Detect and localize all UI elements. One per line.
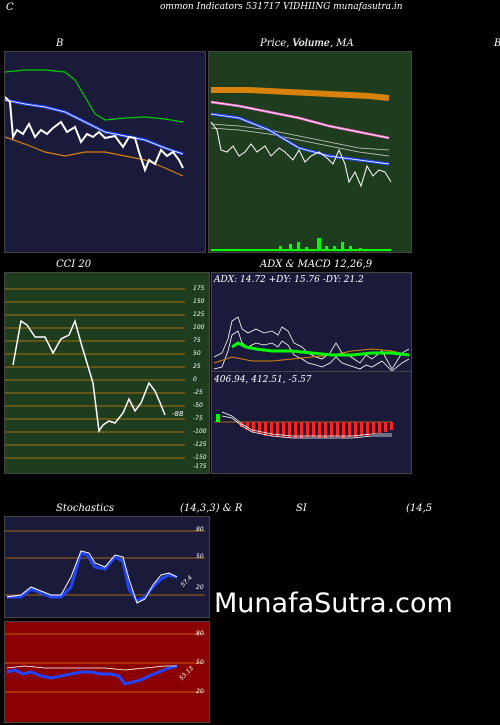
stochastics-label: Stochastics	[56, 503, 114, 514]
cci-current-value: -88	[172, 410, 184, 418]
stoch-d-line	[7, 551, 178, 603]
stochastics-svg	[5, 530, 205, 604]
page-title: ommon Indicators 531717 VIDHIING munafas…	[160, 2, 403, 12]
macd-chart	[211, 371, 412, 474]
rsi-tick-50: 50	[196, 659, 204, 666]
macd-signal-line	[221, 415, 392, 439]
adx-green-line	[231, 341, 410, 357]
minus-di-line	[213, 330, 410, 371]
macd-histogram	[240, 422, 393, 438]
cci-tick-minus25: -25	[193, 389, 203, 396]
rsi-svg	[5, 633, 205, 693]
cci-tick-125: 125	[193, 311, 205, 318]
macd-svg	[214, 411, 393, 439]
ma-blue	[210, 112, 390, 166]
bollinger-chart	[4, 51, 206, 253]
adx-values: ADX: 14.72 +DY: 15.76 -DY: 21.2	[214, 275, 364, 285]
price-svg	[210, 87, 392, 251]
ma-white-1	[210, 123, 390, 151]
cci-tick-25: 25	[193, 363, 201, 370]
macd-green-marker	[216, 414, 220, 422]
watermark: MunafaSutra.com	[214, 588, 453, 619]
ma-pink-inner	[210, 101, 390, 139]
cci-tick-0: 0	[193, 376, 197, 383]
adx-chart	[211, 272, 412, 372]
price-line	[210, 121, 392, 188]
cci-chart	[4, 272, 210, 474]
adx-svg	[213, 316, 410, 371]
rsi-tick-20: 20	[196, 688, 204, 695]
cci-svg	[5, 288, 185, 459]
bollinger-label: B	[56, 38, 64, 49]
header-c-label: C	[6, 2, 14, 13]
right-b-label: B	[494, 38, 500, 49]
ma-white-2	[210, 127, 390, 157]
cci-tick-minus125: -125	[193, 441, 207, 448]
macd-values: 406.94, 412.51, -5.57	[214, 375, 312, 385]
rsi-label: SI	[296, 503, 307, 514]
price-volume-ma-label: Price, Volume, MA	[260, 38, 354, 49]
price-volume-ma-chart	[208, 51, 412, 253]
ma-long-orange	[211, 87, 390, 101]
bollinger-svg	[5, 69, 184, 177]
stoch-tick-20: 20	[196, 584, 204, 591]
cci-tick-minus175: -175	[193, 463, 207, 470]
macd-line	[221, 411, 392, 437]
rsi-tick-80: 80	[196, 630, 204, 637]
plus-di-line	[213, 316, 410, 370]
rsi-params: (14,5	[406, 503, 433, 514]
stochastics-chart	[4, 516, 210, 618]
volume-overlay-label: Volume	[292, 38, 330, 49]
bollinger-middle-band	[5, 98, 184, 156]
cci-tick-150: 150	[193, 298, 205, 305]
stoch-tick-80: 80	[196, 526, 204, 533]
cci-tick-minus75: -75	[193, 415, 203, 422]
volume-bars	[211, 238, 391, 251]
cci-tick-100: 100	[193, 324, 205, 331]
bollinger-lower-band	[5, 136, 184, 177]
rsi-blue-line	[6, 664, 178, 686]
ma-blue-inner	[210, 113, 390, 165]
adx-macd-label: ADX & MACD 12,26,9	[260, 259, 373, 270]
bollinger-middle-band-inner	[5, 99, 184, 155]
cci-tick-50: 50	[193, 350, 201, 357]
rsi-white-line	[6, 665, 177, 671]
rsi-chart	[4, 621, 210, 723]
bollinger-price-line	[5, 96, 184, 173]
bollinger-upper-band	[5, 69, 184, 123]
cci-label: CCI 20	[56, 259, 92, 270]
stochastics-params: (14,3,3) & R	[180, 503, 243, 514]
adx-orange-line	[213, 348, 410, 364]
cci-tick-175: 175	[193, 285, 205, 292]
cci-line	[12, 318, 166, 434]
cci-tick-minus150: -150	[193, 454, 207, 461]
cci-tick-minus100: -100	[193, 428, 207, 435]
cci-tick-minus50: -50	[193, 402, 203, 409]
stoch-k-line	[6, 550, 178, 604]
cci-tick-75: 75	[193, 337, 201, 344]
stoch-tick-50: 50	[196, 553, 204, 560]
